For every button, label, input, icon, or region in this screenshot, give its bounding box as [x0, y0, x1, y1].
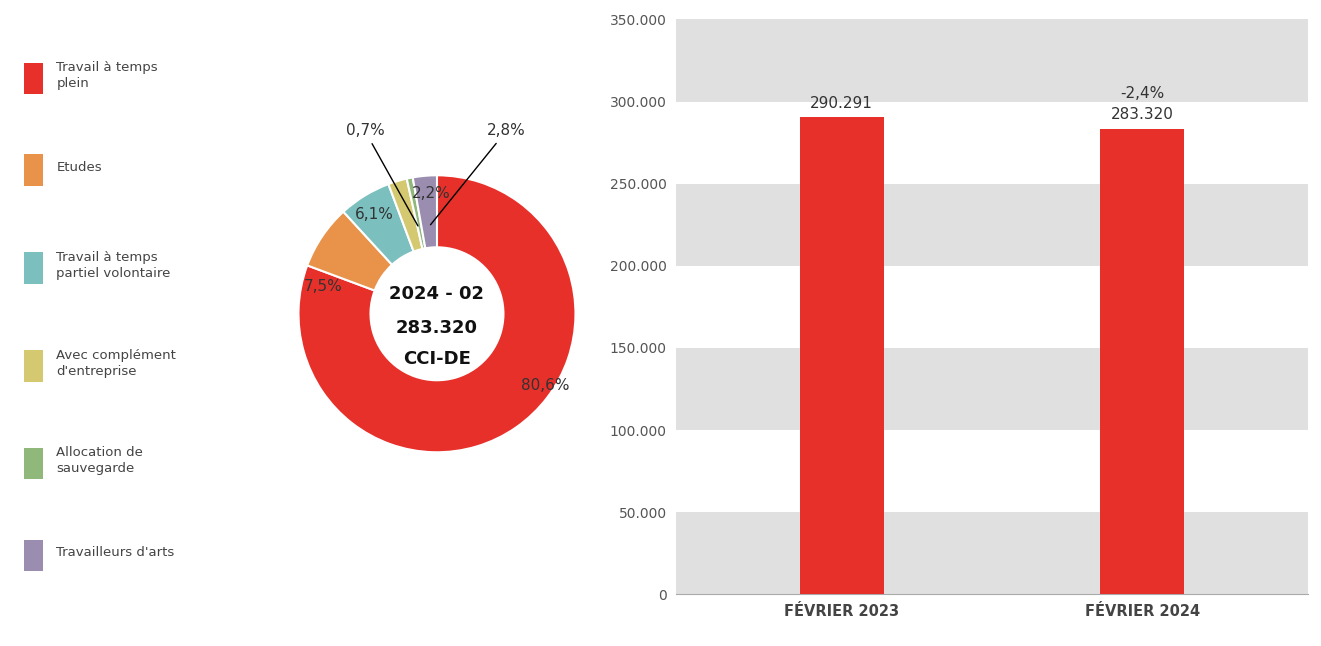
Wedge shape: [343, 184, 413, 265]
Bar: [24, 350, 44, 382]
Wedge shape: [407, 178, 425, 249]
Bar: [24, 448, 44, 479]
Text: Etudes: Etudes: [57, 162, 102, 174]
Text: 80,6%: 80,6%: [520, 379, 569, 393]
Bar: [24, 252, 44, 284]
Text: 2,8%: 2,8%: [431, 123, 526, 225]
Bar: [676, 19, 1308, 101]
Text: -2,4%: -2,4%: [1120, 86, 1165, 101]
Title: Total des CCI-DE: Total des CCI-DE: [890, 0, 1094, 4]
Bar: [1100, 129, 1185, 594]
Wedge shape: [412, 175, 437, 248]
Text: Avec complément
d'entreprise: Avec complément d'entreprise: [57, 349, 176, 378]
Bar: [24, 539, 44, 571]
Bar: [799, 118, 884, 594]
Wedge shape: [308, 212, 392, 291]
Bar: [24, 63, 44, 94]
Text: 283.320: 283.320: [1111, 107, 1174, 122]
Text: 7,5%: 7,5%: [304, 278, 342, 293]
Bar: [676, 512, 1308, 594]
Text: 2024 - 02: 2024 - 02: [390, 286, 485, 304]
Text: Allocation de
sauvegarde: Allocation de sauvegarde: [57, 446, 143, 475]
Bar: [24, 154, 44, 186]
Bar: [676, 183, 1308, 266]
Text: 6,1%: 6,1%: [355, 207, 394, 222]
Text: Travail à temps
partiel volontaire: Travail à temps partiel volontaire: [57, 251, 170, 280]
Text: 0,7%: 0,7%: [346, 123, 417, 226]
Text: Travail à temps
plein: Travail à temps plein: [57, 61, 159, 90]
Wedge shape: [388, 179, 423, 251]
Text: 283.320: 283.320: [396, 318, 478, 337]
Text: 2,2%: 2,2%: [412, 186, 450, 201]
Text: Travailleurs d'arts: Travailleurs d'arts: [57, 547, 174, 559]
Bar: [676, 348, 1308, 430]
Text: CCI-DE: CCI-DE: [403, 351, 470, 368]
Wedge shape: [299, 175, 576, 452]
Text: 290.291: 290.291: [810, 96, 873, 111]
